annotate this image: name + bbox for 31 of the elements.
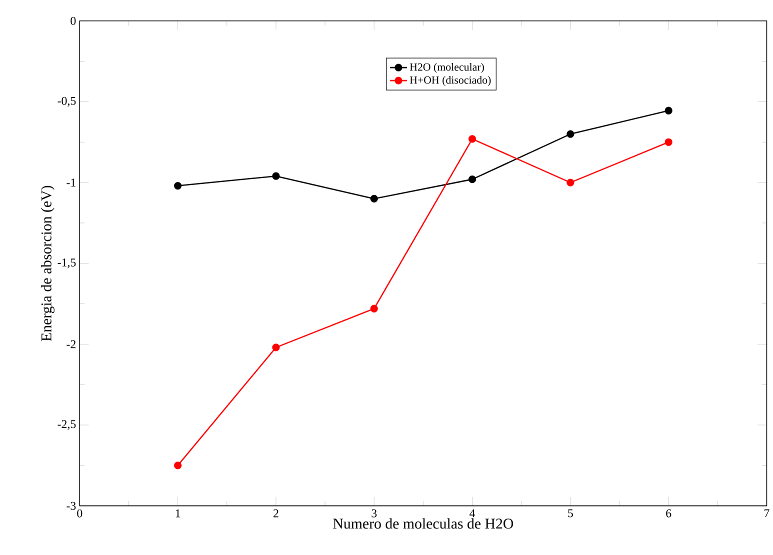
y-tick-label: -2 [66,340,76,348]
y-tick-label: -1 [66,178,76,187]
legend-label: H2O (molecular) [410,63,484,74]
point [566,178,574,187]
y-tick-label: 0 [70,17,76,26]
y-tick-label: -2,5 [58,420,76,430]
legend-label: H+OH (disociado) [410,76,491,86]
x-axis-title: Numero de moleculas de H2O [333,518,514,529]
x-tick-label: 0 [77,510,82,518]
x-tick-label: 3 [372,510,377,518]
x-tick-label: 4 [470,510,476,518]
x-tick-label: 7 [764,510,770,518]
x-tick-label: 2 [274,510,278,518]
point [174,462,182,470]
point [272,172,280,180]
point [468,135,476,143]
y-tick-label: -1,5 [58,258,76,268]
x-tick-label: 6 [666,510,672,518]
x-tick-label: 5 [568,510,573,518]
point [370,304,378,313]
point [468,176,476,184]
point [370,195,378,203]
y-tick-label: -3 [66,502,76,510]
point [272,344,280,352]
x-tick-label: 1 [176,510,180,518]
point [664,106,672,115]
y-tick-label: -0,5 [58,97,76,107]
y-axis-title: Energia de absorcion (eV) [40,186,54,342]
point [566,130,574,138]
point [664,138,672,146]
point [174,182,182,190]
